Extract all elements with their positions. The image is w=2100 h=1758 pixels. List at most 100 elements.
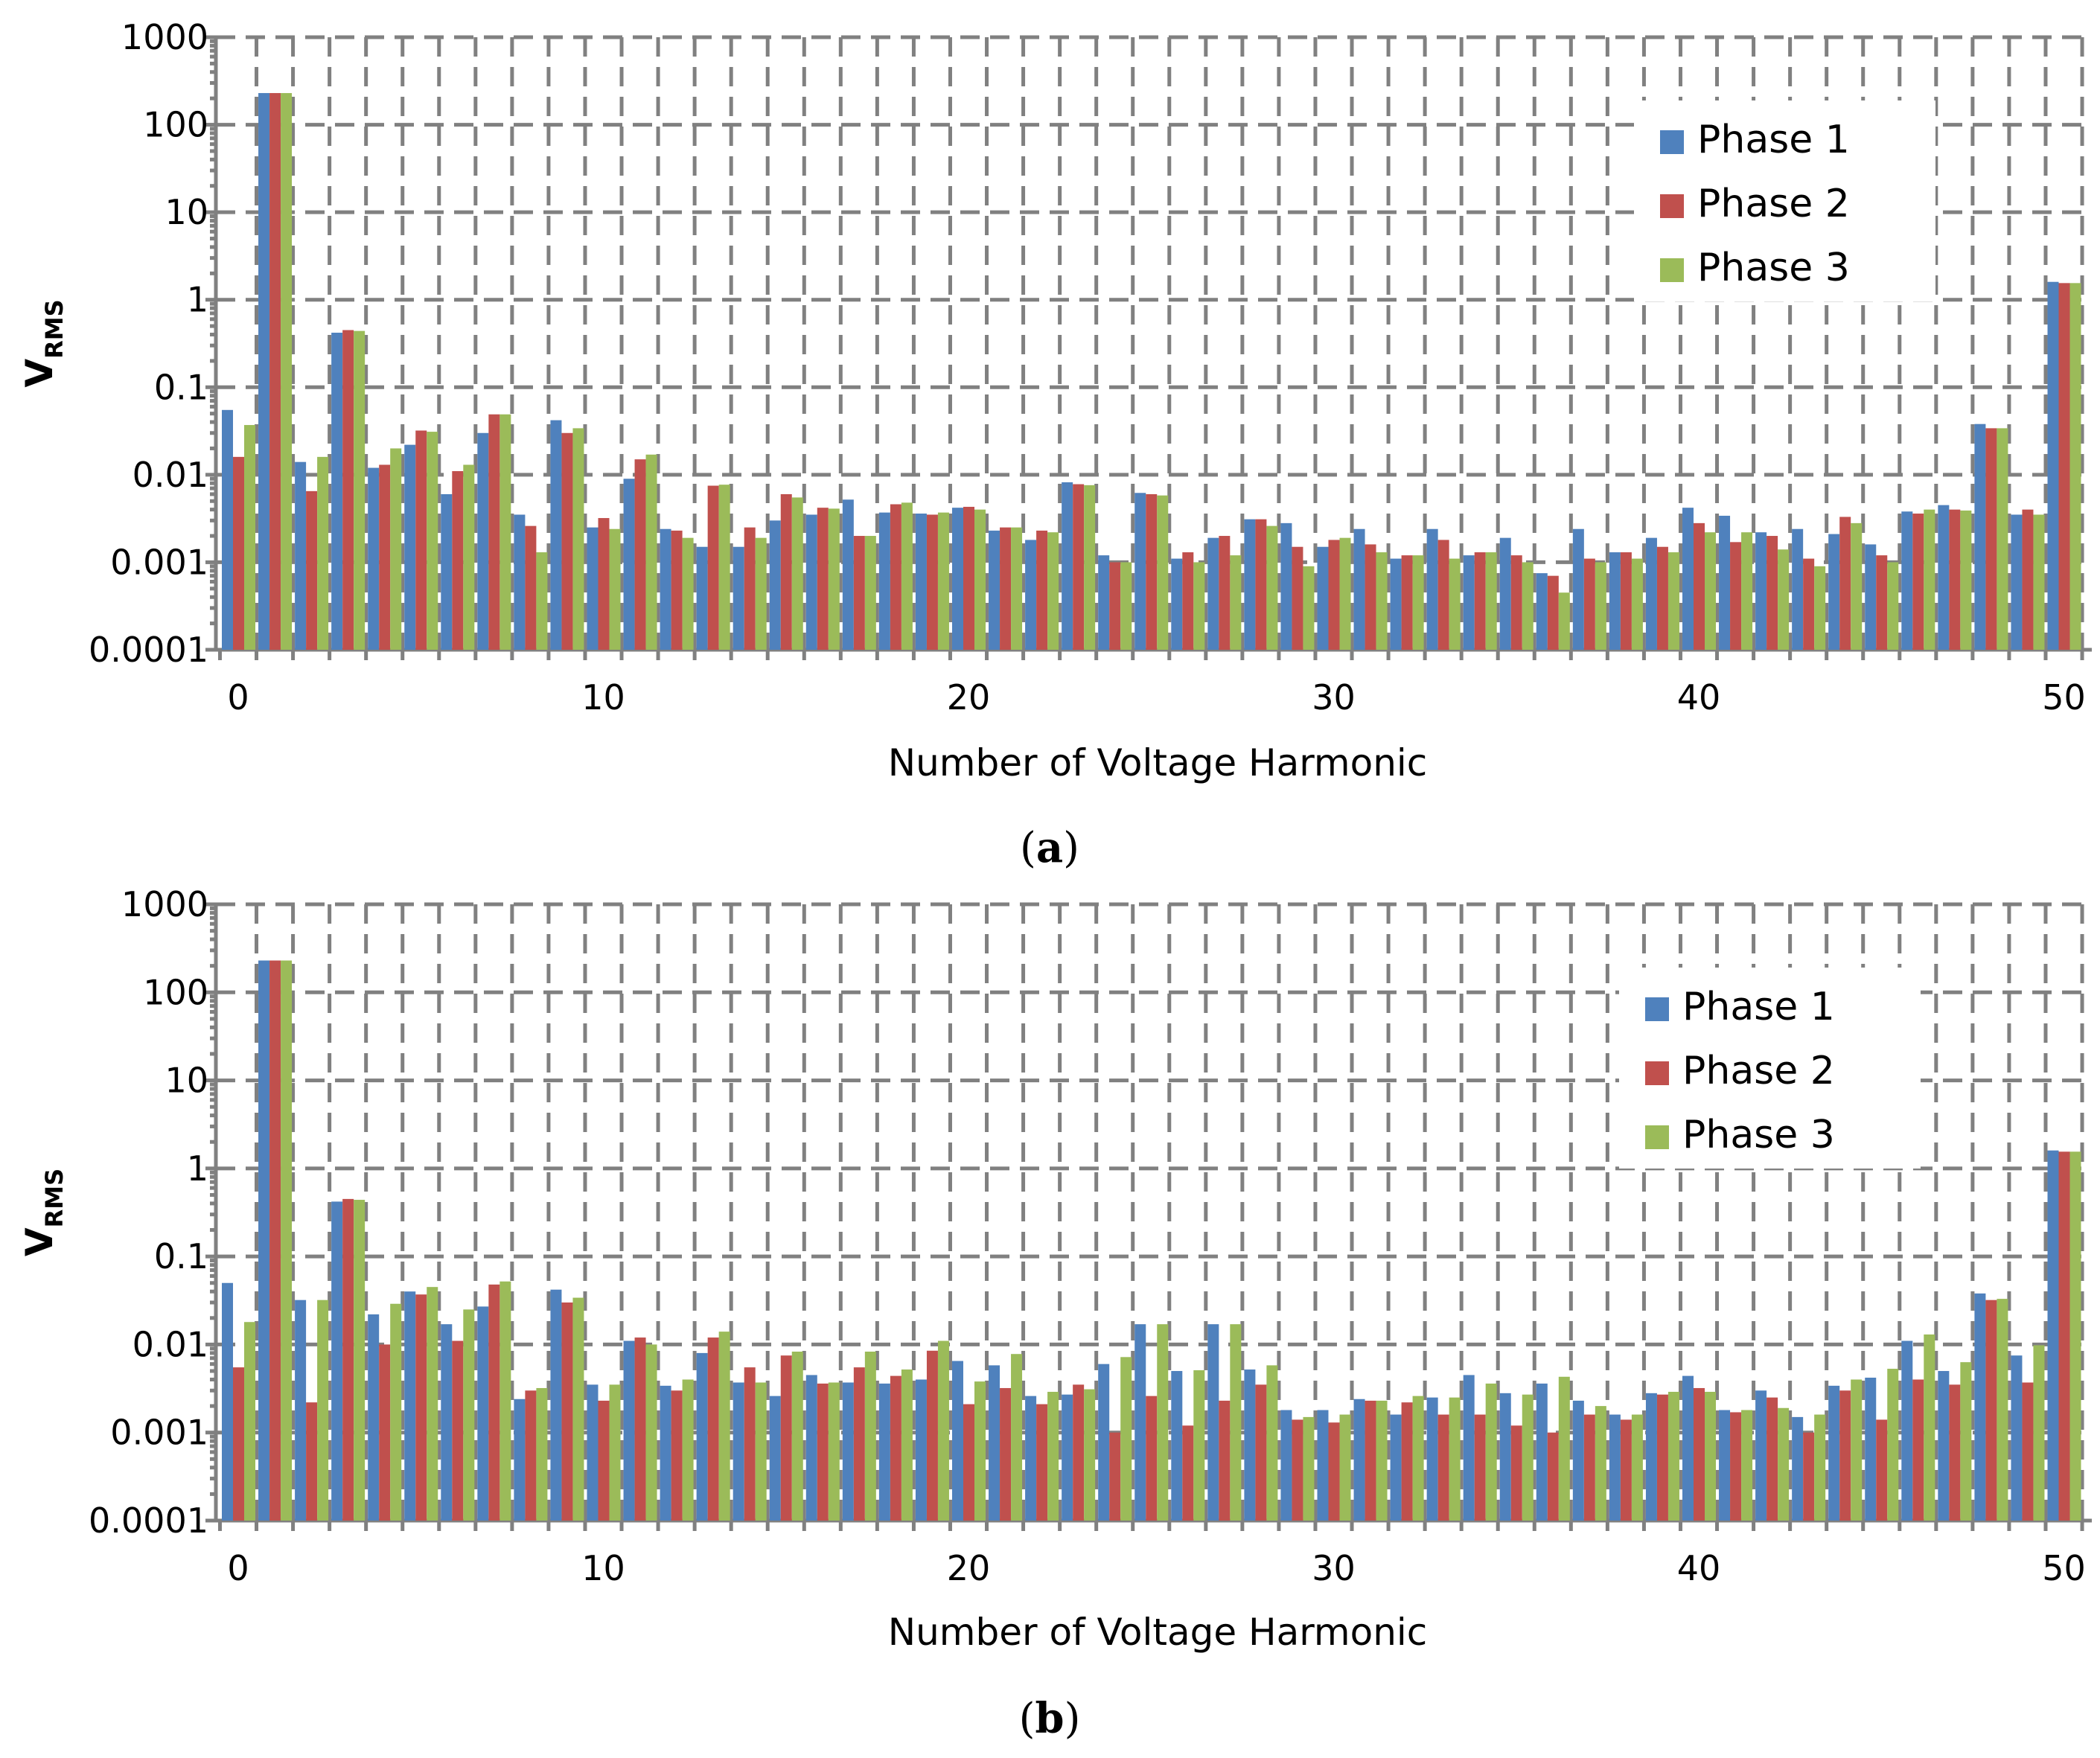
bar-phase-2-h37 [1583,1414,1595,1521]
y-tick-label: 10 [165,192,208,232]
bar-phase-1-h12 [660,1385,671,1521]
bar-phase-3-h1 [281,960,293,1521]
bar-phase-1-h1 [258,93,270,650]
bar-phase-2-h12 [671,530,683,650]
bar-phase-3-h48 [1997,428,2008,650]
panel-label-letter: b [1035,1694,1064,1743]
bar-phase-1-h32 [1390,1414,1402,1521]
bar-phase-2-h33 [1437,1414,1449,1521]
x-tick-label: 0 [227,677,249,717]
bar-phase-2-h17 [853,536,865,650]
bar-phase-1-h36 [1536,573,1548,650]
bar-phase-2-h38 [1620,552,1632,650]
bar-phase-2-h2 [306,490,318,650]
y-tick-label: 1000 [121,17,208,57]
bar-phase-3-h35 [1522,562,1533,650]
bar-phase-1-h0 [222,1282,233,1521]
bar-phase-2-h50 [2058,1151,2070,1521]
x-tick-label: 40 [1677,1548,1721,1588]
bar-phase-2-h45 [1876,1419,1888,1521]
panel-label: (b) [1019,1694,1081,1743]
bar-phase-2-h5 [415,430,427,650]
y-tick-label: 0.1 [154,367,208,407]
bar-phase-3-h18 [901,502,913,650]
bar-phase-3-h47 [1960,1362,1972,1521]
bar-phase-2-h8 [525,1390,537,1521]
bar-phase-1-h40 [1682,508,1694,650]
bar-phase-2-h15 [780,493,792,650]
bar-phase-2-h26 [1182,552,1194,650]
bar-phase-1-h22 [1025,1396,1037,1521]
bar-phase-1-h22 [1025,540,1037,650]
bar-phase-3-h36 [1558,1376,1570,1521]
legend-box [1619,968,1921,1169]
y-tick-label: 0.01 [133,455,208,495]
panel-label-close: ) [1065,1695,1081,1743]
y-tick-label: 10 [165,1061,208,1101]
bar-phase-3-h6 [463,464,475,650]
bar-phase-3-h19 [937,1340,949,1521]
bar-phase-2-h46 [1912,514,1924,650]
bar-phase-1-h39 [1645,1393,1657,1521]
panel-label-close: ) [1063,824,1079,872]
bar-phase-2-h10 [598,518,610,650]
x-tick-label: 10 [581,1548,625,1588]
bar-phase-2-h42 [1767,536,1778,650]
bar-phase-1-h8 [514,1399,526,1521]
bar-phase-3-h33 [1449,1397,1461,1521]
bar-phase-2-h43 [1803,558,1815,650]
bar-phase-2-h12 [671,1390,683,1521]
bar-phase-3-h26 [1193,562,1205,650]
bar-phase-3-h30 [1339,537,1351,650]
y-tick-label: 0.001 [110,1413,208,1453]
bar-phase-3-h11 [645,1344,657,1521]
bar-phase-1-h34 [1463,555,1475,650]
bar-phase-3-h39 [1667,1392,1679,1521]
bar-phase-2-h23 [1073,484,1085,650]
bar-phase-3-h9 [572,428,584,650]
bar-phase-3-h42 [1778,549,1790,650]
y-tick-label: 0.0001 [89,630,208,670]
bar-phase-1-h5 [404,444,416,650]
bar-phase-2-h24 [1109,1432,1121,1521]
bar-phase-1-h44 [1828,534,1840,650]
bar-phase-2-h0 [233,456,244,650]
bar-phase-3-h13 [718,485,730,650]
bar-phase-2-h17 [853,1367,865,1521]
y-tick-label: 0.0001 [89,1500,208,1541]
bar-phase-2-h22 [1036,1404,1048,1521]
bar-phase-2-h35 [1510,1425,1522,1521]
bar-phase-1-h50 [2047,1150,2059,1521]
bar-phase-1-h48 [1974,423,1986,650]
bar-phase-2-h30 [1328,1422,1340,1521]
bar-phase-3-h32 [1412,1396,1424,1521]
bar-phase-3-h2 [317,456,329,650]
bar-phase-1-h11 [623,1340,635,1521]
bar-phase-3-h29 [1303,1416,1315,1521]
bar-phase-2-h37 [1583,558,1595,650]
bar-phase-1-h35 [1499,537,1511,650]
bar-phase-1-h8 [514,514,526,650]
bar-phase-3-h12 [682,537,694,650]
legend-swatch-phase-1 [1660,130,1684,154]
bar-phase-3-h35 [1522,1394,1533,1521]
bar-phase-1-h20 [952,508,963,650]
bar-phase-3-h45 [1887,562,1899,650]
bar-phase-2-h23 [1073,1384,1085,1521]
bar-phase-2-h49 [2022,509,2034,650]
bar-phase-1-h12 [660,528,671,650]
y-tick-label: 0.1 [154,1236,208,1276]
bar-phase-2-h39 [1656,1394,1668,1521]
bar-phase-1-h38 [1609,552,1621,650]
bar-phase-3-h31 [1376,552,1388,650]
bar-phase-1-h1 [258,960,270,1521]
bar-phase-1-h32 [1390,558,1402,650]
bar-phase-1-h19 [915,514,927,650]
bar-phase-2-h49 [2022,1382,2034,1521]
y-tick-label: 1 [187,280,208,320]
bar-phase-2-h11 [634,1337,646,1521]
bar-phase-1-h46 [1901,1340,1913,1521]
bar-phase-2-h34 [1474,1414,1486,1521]
bar-phase-1-h24 [1098,555,1110,650]
bar-phase-2-h4 [379,464,391,650]
